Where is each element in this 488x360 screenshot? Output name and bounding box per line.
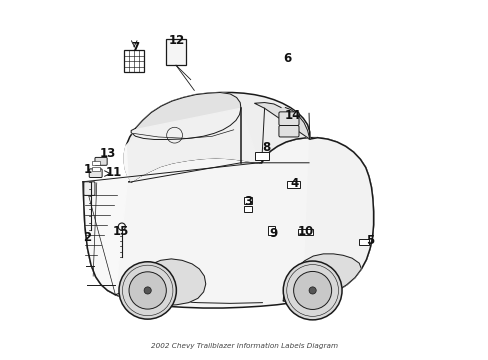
Bar [124,50,144,72]
Text: 8: 8 [262,141,269,154]
Circle shape [283,261,341,320]
Text: 6: 6 [283,51,291,64]
Bar [255,152,268,160]
Text: 3: 3 [244,195,252,208]
Bar [286,181,300,188]
Text: 1: 1 [83,163,91,176]
FancyBboxPatch shape [89,169,102,177]
Bar [165,40,186,65]
Polygon shape [83,138,373,308]
Text: 5: 5 [365,234,373,247]
Text: 13: 13 [100,147,116,159]
Polygon shape [83,145,128,295]
FancyBboxPatch shape [278,112,298,126]
Polygon shape [115,259,205,306]
Polygon shape [303,138,373,301]
Polygon shape [254,103,309,139]
Polygon shape [283,254,361,303]
Polygon shape [131,93,241,139]
Polygon shape [83,108,258,182]
Text: 7: 7 [131,41,139,54]
Circle shape [119,262,176,319]
Text: 2002 Chevy Trailblazer Information Labels Diagram: 2002 Chevy Trailblazer Information Label… [151,342,337,348]
Text: 11: 11 [105,166,122,179]
FancyBboxPatch shape [95,157,107,165]
Polygon shape [124,93,309,182]
Text: 12: 12 [168,33,184,47]
Bar [244,197,251,204]
Text: 9: 9 [268,227,277,240]
Text: 15: 15 [112,225,129,238]
Circle shape [129,272,166,309]
Text: 4: 4 [290,177,298,190]
Bar [359,239,368,245]
Bar [244,206,251,212]
Bar [92,161,100,165]
FancyBboxPatch shape [278,126,298,137]
Bar [298,229,312,235]
Bar [267,226,274,235]
Circle shape [144,287,151,294]
FancyBboxPatch shape [83,182,95,195]
Text: 14: 14 [284,109,301,122]
Circle shape [308,287,316,294]
Bar [92,167,100,171]
Text: 10: 10 [297,225,313,238]
Circle shape [293,271,331,310]
Text: 2: 2 [83,231,91,244]
